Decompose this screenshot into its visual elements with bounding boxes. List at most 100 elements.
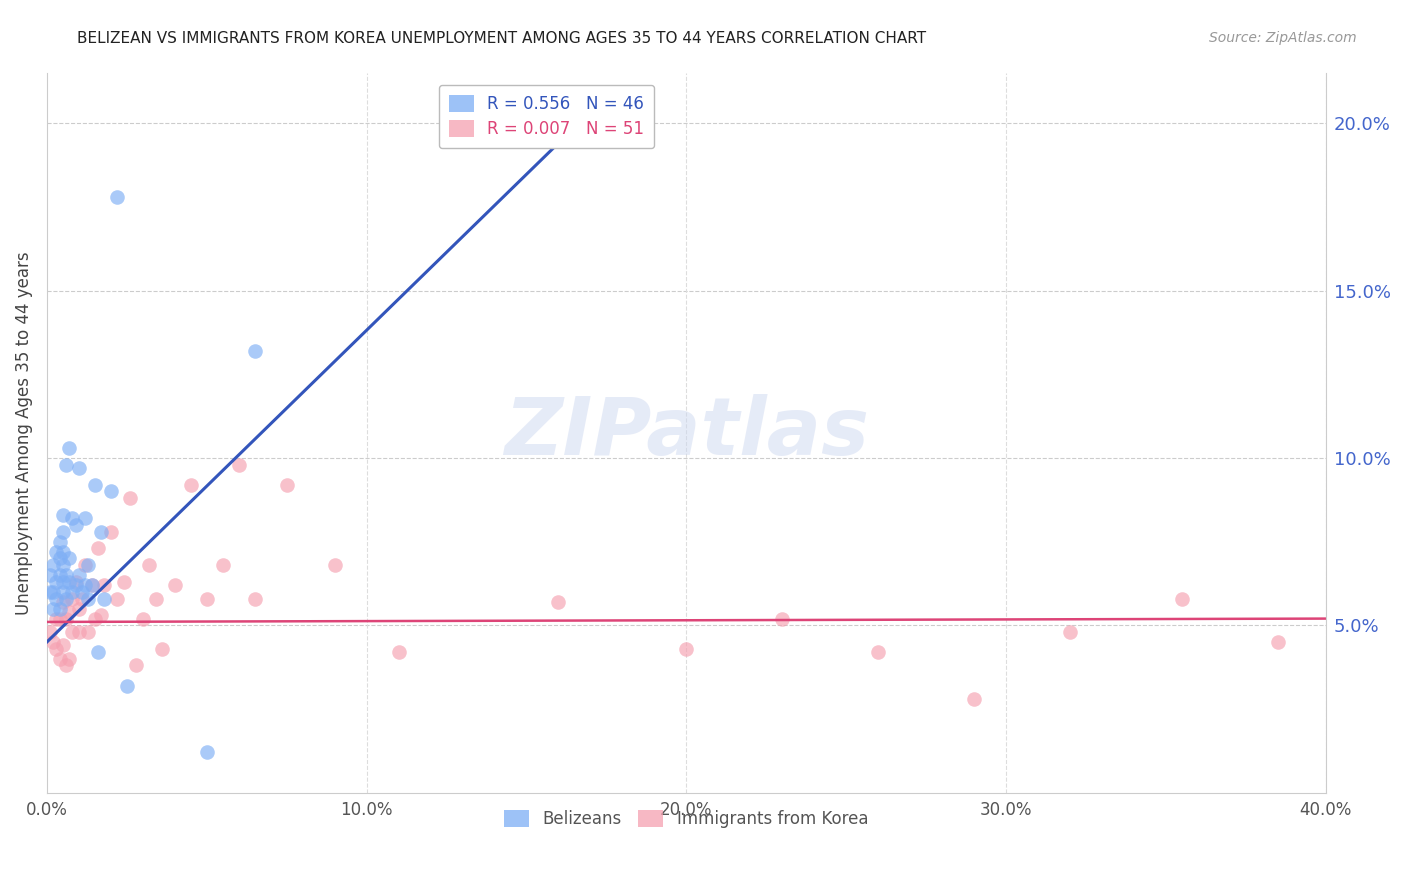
Point [80, 578, 103, 592]
Point [58, 605, 80, 619]
Point [45, 591, 67, 606]
Point [52, 558, 75, 572]
Point [52, 574, 75, 589]
Point [195, 591, 218, 606]
Point [150, 641, 173, 656]
Point [138, 558, 160, 572]
Point [105, 591, 128, 606]
Point [77, 591, 100, 606]
Point [195, 746, 218, 760]
Point [112, 574, 135, 589]
Point [48, 534, 70, 549]
Point [83, 477, 105, 491]
Point [83, 611, 105, 625]
Point [100, 484, 122, 499]
Y-axis label: Unemployment Among Ages 35 to 44 years: Unemployment Among Ages 35 to 44 years [15, 251, 32, 615]
Point [65, 574, 87, 589]
Point [868, 645, 890, 659]
Point [90, 524, 112, 539]
Point [55, 658, 77, 673]
Point [770, 611, 793, 625]
Point [963, 692, 986, 706]
Point [42, 584, 65, 599]
Point [70, 591, 93, 606]
Point [52, 524, 75, 539]
Point [515, 126, 537, 140]
Point [45, 574, 67, 589]
Point [1267, 635, 1289, 649]
Point [87, 541, 110, 556]
Point [45, 611, 67, 625]
Point [48, 568, 70, 582]
Point [42, 635, 65, 649]
Point [93, 591, 115, 606]
Point [52, 508, 75, 522]
Point [80, 578, 103, 592]
Point [323, 558, 346, 572]
Point [211, 558, 233, 572]
Point [387, 645, 409, 659]
Point [243, 591, 266, 606]
Point [105, 190, 128, 204]
Point [39, 568, 62, 582]
Point [52, 595, 75, 609]
Point [62, 625, 84, 640]
Point [52, 584, 75, 599]
Point [77, 558, 100, 572]
Point [42, 558, 65, 572]
Point [58, 574, 80, 589]
Legend: Belizeans, Immigrants from Korea: Belizeans, Immigrants from Korea [498, 803, 875, 835]
Point [70, 584, 93, 599]
Point [132, 611, 155, 625]
Point [45, 544, 67, 558]
Point [55, 591, 77, 606]
Point [276, 477, 298, 491]
Text: BELIZEAN VS IMMIGRANTS FROM KOREA UNEMPLOYMENT AMONG AGES 35 TO 44 YEARS CORRELA: BELIZEAN VS IMMIGRANTS FROM KOREA UNEMPL… [77, 31, 927, 46]
Point [75, 558, 97, 572]
Point [55, 458, 77, 472]
Point [75, 511, 97, 525]
Point [52, 639, 75, 653]
Point [67, 568, 90, 582]
Point [58, 652, 80, 666]
Point [163, 578, 186, 592]
Point [77, 625, 100, 640]
Point [100, 524, 122, 539]
Point [48, 611, 70, 625]
Point [58, 441, 80, 455]
Point [65, 578, 87, 592]
Point [39, 584, 62, 599]
Point [93, 578, 115, 592]
Point [228, 458, 250, 472]
Point [243, 343, 266, 358]
Point [67, 461, 90, 475]
Point [62, 584, 84, 599]
Point [75, 578, 97, 592]
Point [52, 544, 75, 558]
Point [55, 568, 77, 582]
Point [48, 652, 70, 666]
Point [145, 591, 167, 606]
Point [547, 595, 569, 609]
Point [65, 517, 87, 532]
Point [48, 551, 70, 566]
Point [45, 641, 67, 656]
Point [62, 511, 84, 525]
Point [125, 658, 148, 673]
Text: Source: ZipAtlas.com: Source: ZipAtlas.com [1209, 31, 1357, 45]
Point [62, 591, 84, 606]
Point [39, 625, 62, 640]
Point [67, 625, 90, 640]
Point [67, 601, 90, 615]
Point [42, 601, 65, 615]
Point [118, 491, 141, 505]
Point [115, 679, 138, 693]
Point [1059, 625, 1081, 640]
Point [90, 608, 112, 623]
Point [58, 551, 80, 566]
Point [180, 477, 202, 491]
Point [48, 601, 70, 615]
Point [55, 611, 77, 625]
Point [87, 645, 110, 659]
Text: ZIPatlas: ZIPatlas [503, 393, 869, 472]
